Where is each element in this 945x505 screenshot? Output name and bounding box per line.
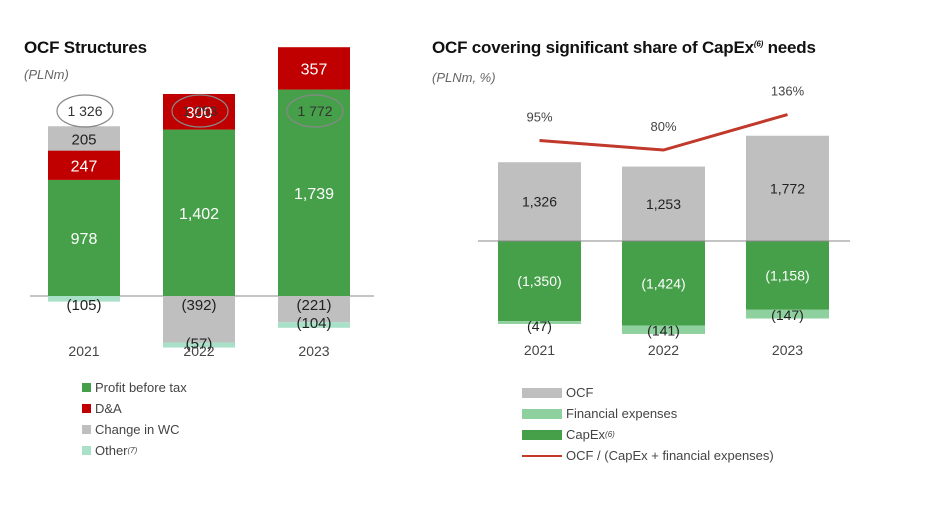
- legend-label-capex: CapEx: [566, 427, 606, 442]
- label-profit-2023: 1,739: [294, 186, 334, 203]
- legend-label-da: D&A: [95, 401, 122, 416]
- right-xtick-2023: 2023: [772, 342, 803, 358]
- legend-item-ocf: OCF: [522, 382, 774, 403]
- legend-swatch-finexp: [522, 408, 562, 419]
- bar-wc-2022: [163, 296, 235, 343]
- left-xtick-2023: 2023: [298, 343, 329, 359]
- right-title-suffix: needs: [763, 38, 816, 57]
- bar-profit-2022: [163, 129, 235, 296]
- bar-da-2023: [278, 47, 350, 90]
- legend-item-capex: CapEx (6): [522, 424, 774, 445]
- label-da-2022: 300: [186, 105, 213, 122]
- total-oval-2021: [56, 94, 114, 128]
- legend-item-finexp: Financial expenses: [522, 403, 774, 424]
- total-label-2021: 1 326: [67, 103, 102, 119]
- bar-other-2023: [278, 322, 350, 328]
- total-oval-2022: [171, 94, 229, 128]
- label-ocf-2023: 1,772: [770, 180, 805, 196]
- right-chart-title: OCF covering significant share of CapEx(…: [432, 38, 816, 58]
- legend-label-profit: Profit before tax: [95, 380, 187, 395]
- right-legend: OCF Financial expenses CapEx (6) OCF / (C…: [522, 382, 774, 466]
- label-da-2021: 247: [71, 158, 98, 175]
- left-legend: Profit before tax D&A Change in WC Other…: [82, 377, 187, 461]
- label-wc-2023: (221): [296, 297, 331, 314]
- label-ocf-2022: 1,253: [646, 196, 681, 212]
- legend-item-wc: Change in WC: [82, 419, 187, 440]
- bar-ocf-2023: [746, 135, 829, 241]
- legend-item-other: Other (7): [82, 440, 187, 461]
- bar-ocf-2022: [622, 166, 705, 241]
- label-finexp-2021: (47): [527, 318, 552, 334]
- right-title-text: OCF covering significant share of CapEx: [432, 38, 754, 57]
- legend-item-profit: Profit before tax: [82, 377, 187, 398]
- label-other-2022: (57): [186, 336, 213, 353]
- bar-wc-2021: [48, 126, 120, 151]
- legend-swatch-ocf: [522, 387, 562, 398]
- legend-note-other: (7): [127, 446, 138, 455]
- label-profit-2021: 978: [71, 231, 98, 248]
- bar-ocf-2021: [498, 162, 581, 241]
- legend-label-wc: Change in WC: [95, 422, 180, 437]
- legend-swatch-other: [82, 446, 91, 455]
- label-ocf-2021: 1,326: [522, 194, 557, 210]
- total-oval-2023: [286, 94, 344, 128]
- label-wc-2021: 205: [71, 131, 96, 148]
- label-da-2023: 357: [301, 61, 328, 78]
- ratio-label-2023: 136%: [771, 84, 805, 99]
- bar-other-2021: [48, 296, 120, 302]
- legend-item-da: D&A: [82, 398, 187, 419]
- bar-wc-2023: [278, 296, 350, 323]
- bar-da-2022: [163, 93, 235, 130]
- label-wc-2022: (392): [181, 297, 216, 314]
- legend-swatch-capex: [522, 429, 562, 440]
- legend-item-ratio: OCF / (CapEx + financial expenses): [522, 445, 774, 466]
- bar-da-2021: [48, 150, 120, 180]
- bar-capex-2021: [498, 241, 581, 322]
- right-title-note: (6): [753, 39, 764, 49]
- bar-profit-2023: [278, 89, 350, 296]
- bar-capex-2023: [746, 241, 829, 310]
- label-finexp-2023: (147): [771, 307, 804, 323]
- right-chart-unit: (PLNm, %): [432, 70, 496, 85]
- legend-swatch-profit: [82, 383, 91, 392]
- legend-label-ratio: OCF / (CapEx + financial expenses): [566, 448, 774, 463]
- bar-finexp-2022: [622, 325, 705, 334]
- right-xtick-2022: 2022: [648, 342, 679, 358]
- legend-note-capex: (6): [605, 430, 615, 439]
- label-capex-2021: (1,350): [517, 273, 561, 289]
- label-capex-2022: (1,424): [641, 275, 685, 291]
- legend-swatch-ratio: [522, 454, 562, 457]
- total-label-2023: 1 772: [297, 103, 332, 119]
- bar-finexp-2023: [746, 309, 829, 319]
- legend-swatch-wc: [82, 425, 91, 434]
- label-other-2021: (105): [66, 297, 101, 314]
- bar-other-2022: [163, 342, 235, 348]
- label-finexp-2022: (141): [647, 323, 680, 339]
- left-xtick-2022: 2022: [183, 343, 214, 359]
- label-other-2023: (104): [296, 315, 331, 332]
- legend-label-other: Other: [95, 443, 128, 458]
- legend-label-finexp: Financial expenses: [566, 406, 678, 421]
- ratio-label-2021: 95%: [526, 110, 552, 125]
- left-chart-unit: (PLNm): [24, 67, 69, 82]
- right-xtick-2021: 2021: [524, 342, 555, 358]
- label-capex-2023: (1,158): [765, 267, 809, 283]
- bar-profit-2021: [48, 179, 120, 296]
- ratio-label-2022: 80%: [650, 119, 676, 134]
- ratio-line: [539, 113, 788, 152]
- bar-capex-2022: [622, 241, 705, 326]
- legend-swatch-da: [82, 404, 91, 413]
- left-xtick-2021: 2021: [68, 343, 99, 359]
- total-label-2022: 1 253: [182, 103, 217, 119]
- left-chart-title: OCF Structures: [24, 38, 147, 57]
- bar-finexp-2021: [498, 321, 581, 324]
- label-profit-2022: 1,402: [179, 206, 219, 223]
- legend-label-ocf: OCF: [566, 385, 594, 400]
